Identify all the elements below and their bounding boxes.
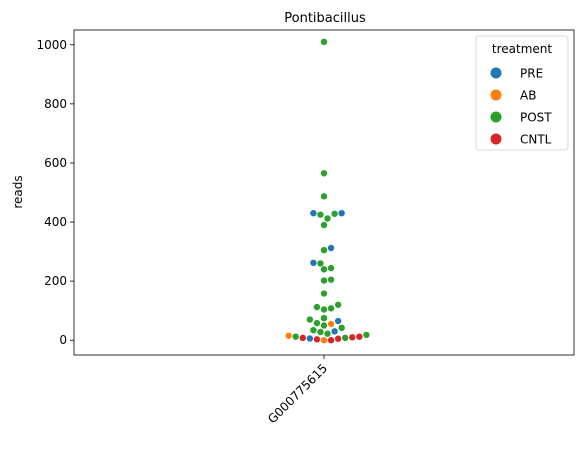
point-cntl bbox=[328, 337, 334, 343]
point-post bbox=[317, 260, 323, 266]
point-post bbox=[321, 290, 327, 296]
point-post bbox=[338, 325, 344, 331]
x-axis: G000775615 bbox=[265, 355, 330, 426]
y-tick-label: 0 bbox=[59, 333, 67, 347]
point-post bbox=[324, 331, 330, 337]
legend-label-ab: AB bbox=[520, 89, 536, 103]
point-post bbox=[321, 39, 327, 45]
legend-marker-pre bbox=[491, 68, 502, 79]
legend-marker-cntl bbox=[491, 134, 502, 145]
y-tick-label: 1000 bbox=[36, 38, 67, 52]
point-cntl bbox=[349, 334, 355, 340]
point-post bbox=[328, 276, 334, 282]
point-post bbox=[321, 322, 327, 328]
point-post bbox=[342, 335, 348, 341]
point-post bbox=[321, 193, 327, 199]
point-pre bbox=[331, 328, 337, 334]
point-post bbox=[328, 305, 334, 311]
y-axis: 0 200 400 600 800 1000 bbox=[36, 38, 74, 347]
point-post bbox=[314, 304, 320, 310]
point-post bbox=[307, 316, 313, 322]
x-tick-label: G000775615 bbox=[265, 361, 330, 426]
point-post bbox=[317, 211, 323, 217]
point-post bbox=[328, 265, 334, 271]
point-post bbox=[321, 315, 327, 321]
chart-title: Pontibacillus bbox=[284, 11, 366, 26]
point-cntl bbox=[356, 333, 362, 339]
point-cntl bbox=[314, 336, 320, 342]
legend-label-post: POST bbox=[520, 111, 552, 125]
point-pre bbox=[328, 245, 334, 251]
point-pre bbox=[335, 318, 341, 324]
y-tick-label: 800 bbox=[44, 97, 67, 111]
point-post bbox=[321, 247, 327, 253]
y-tick-label: 600 bbox=[44, 156, 67, 170]
point-post bbox=[317, 329, 323, 335]
legend: treatment PRE AB POST CNTL bbox=[476, 36, 568, 150]
legend-marker-ab bbox=[491, 90, 502, 101]
point-post bbox=[363, 332, 369, 338]
point-ab bbox=[321, 337, 327, 343]
point-post bbox=[321, 306, 327, 312]
y-tick-label: 400 bbox=[44, 215, 67, 229]
point-cntl bbox=[300, 335, 306, 341]
point-post bbox=[321, 170, 327, 176]
legend-label-pre: PRE bbox=[520, 67, 543, 81]
point-post bbox=[324, 215, 330, 221]
point-ab bbox=[285, 333, 291, 339]
y-tick-label: 200 bbox=[44, 274, 67, 288]
data-points bbox=[285, 39, 369, 344]
y-axis-label: reads bbox=[11, 175, 25, 208]
point-post bbox=[335, 302, 341, 308]
point-pre bbox=[310, 210, 316, 216]
point-pre bbox=[310, 260, 316, 266]
point-post bbox=[321, 277, 327, 283]
point-ab bbox=[328, 321, 334, 327]
point-pre bbox=[338, 210, 344, 216]
legend-label-cntl: CNTL bbox=[520, 133, 552, 147]
point-post bbox=[321, 222, 327, 228]
point-pre bbox=[307, 335, 313, 341]
point-post bbox=[293, 333, 299, 339]
point-post bbox=[310, 327, 316, 333]
point-post bbox=[321, 266, 327, 272]
point-post bbox=[314, 320, 320, 326]
legend-title: treatment bbox=[492, 42, 552, 56]
point-cntl bbox=[335, 336, 341, 342]
point-post bbox=[331, 211, 337, 217]
legend-marker-post bbox=[491, 112, 502, 123]
